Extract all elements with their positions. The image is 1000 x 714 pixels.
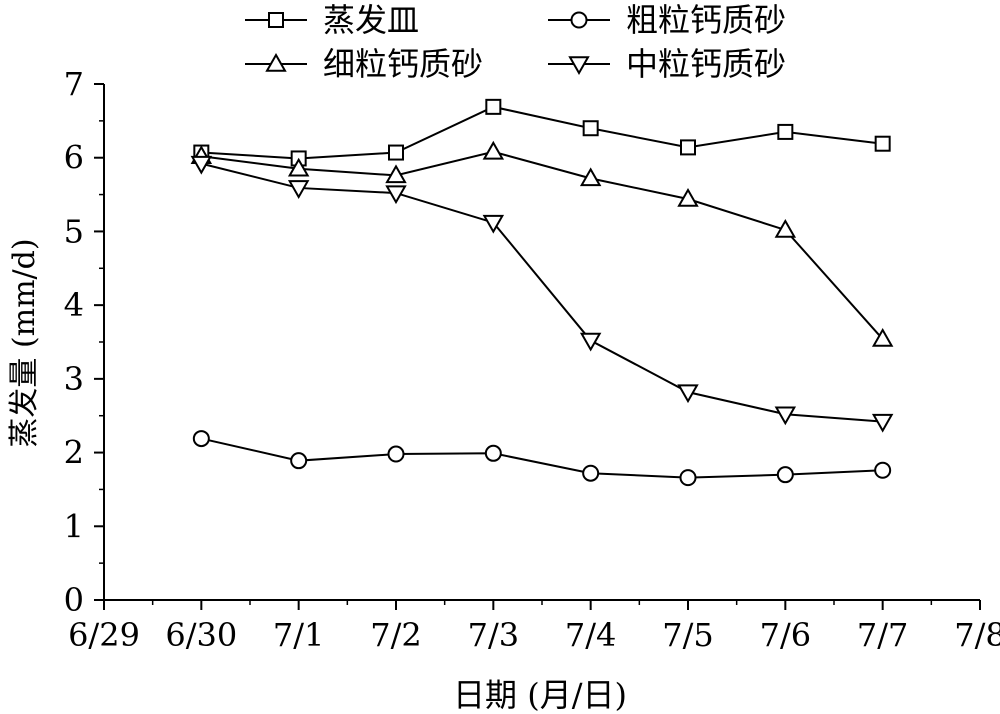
y-tick-label: 6 — [64, 139, 84, 177]
legend-item: 粗粒钙质砂 — [548, 1, 786, 39]
series-0 — [193, 98, 891, 167]
x-tick-label: 7/5 — [662, 616, 714, 654]
x-tick-label: 7/6 — [760, 616, 812, 654]
y-tick-label: 2 — [64, 434, 84, 472]
legend-marker — [568, 56, 590, 76]
y-tick-label: 4 — [64, 286, 84, 324]
legend-label: 中粒钙质砂 — [626, 45, 786, 83]
data-point — [387, 445, 405, 463]
legend-item: 中粒钙质砂 — [548, 45, 786, 83]
data-point — [482, 140, 505, 160]
series-line — [201, 162, 883, 423]
legend-label: 细粒钙质砂 — [323, 45, 483, 83]
y-tick-label: 0 — [64, 581, 84, 619]
series-1 — [192, 430, 892, 487]
data-point — [677, 384, 699, 404]
series-line — [201, 105, 883, 160]
x-tick-label: 7/8 — [954, 616, 1000, 654]
data-point — [874, 461, 892, 479]
series-2 — [190, 140, 894, 347]
data-point — [680, 139, 696, 156]
data-point — [579, 167, 602, 187]
legend-item: 蒸发皿 — [245, 1, 419, 39]
legend-marker — [570, 11, 588, 29]
data-point — [388, 144, 404, 161]
series-3 — [190, 155, 894, 433]
data-point — [871, 413, 894, 433]
y-axis-label: 蒸发量 (mm/d) — [7, 238, 42, 447]
data-point — [287, 180, 310, 199]
series-layer — [190, 98, 894, 487]
legend-item: 细粒钙质砂 — [245, 45, 483, 83]
data-point — [385, 164, 407, 184]
x-tick-label: 7/3 — [468, 616, 520, 654]
x-tick-label: 7/1 — [273, 616, 325, 654]
x-tick-label: 7/7 — [857, 616, 909, 654]
x-axis-label: 日期 (月/日) — [453, 676, 627, 714]
y-tick-label: 7 — [64, 65, 84, 103]
data-point — [774, 218, 797, 238]
y-tick-label: 5 — [64, 212, 84, 250]
data-point — [777, 123, 794, 140]
legend-label: 蒸发皿 — [323, 1, 419, 39]
x-tick-label: 6/30 — [165, 616, 237, 654]
data-point — [582, 464, 600, 482]
data-point — [485, 98, 502, 115]
legend-marker — [265, 52, 287, 72]
data-point — [482, 214, 505, 234]
data-point — [679, 469, 697, 487]
data-point — [582, 120, 599, 137]
legend-marker — [268, 12, 284, 28]
data-point — [287, 157, 310, 177]
x-tick-label: 6/29 — [68, 616, 140, 654]
data-point — [290, 452, 308, 470]
x-tick-label: 7/2 — [370, 616, 422, 654]
y-tick-label: 1 — [64, 507, 84, 545]
data-point — [484, 444, 502, 462]
y-tick-label: 3 — [64, 360, 84, 398]
data-point — [190, 155, 213, 175]
data-point — [774, 406, 797, 426]
data-point — [776, 466, 794, 484]
data-point — [871, 328, 894, 347]
data-point — [874, 135, 891, 152]
legend-label: 粗粒钙质砂 — [626, 1, 786, 39]
x-tick-label: 7/4 — [565, 616, 617, 654]
data-point — [677, 187, 699, 207]
data-point — [579, 332, 602, 352]
data-point — [385, 185, 407, 205]
series-line — [201, 150, 884, 340]
data-point — [192, 430, 210, 448]
series-line — [201, 437, 883, 479]
ticks: 0 1 2 3 4 5 6 7 6/29 6/30 7/1 7/2 7/3 7/4 7/5 7/6 7/7 7/8 — [64, 65, 1000, 654]
